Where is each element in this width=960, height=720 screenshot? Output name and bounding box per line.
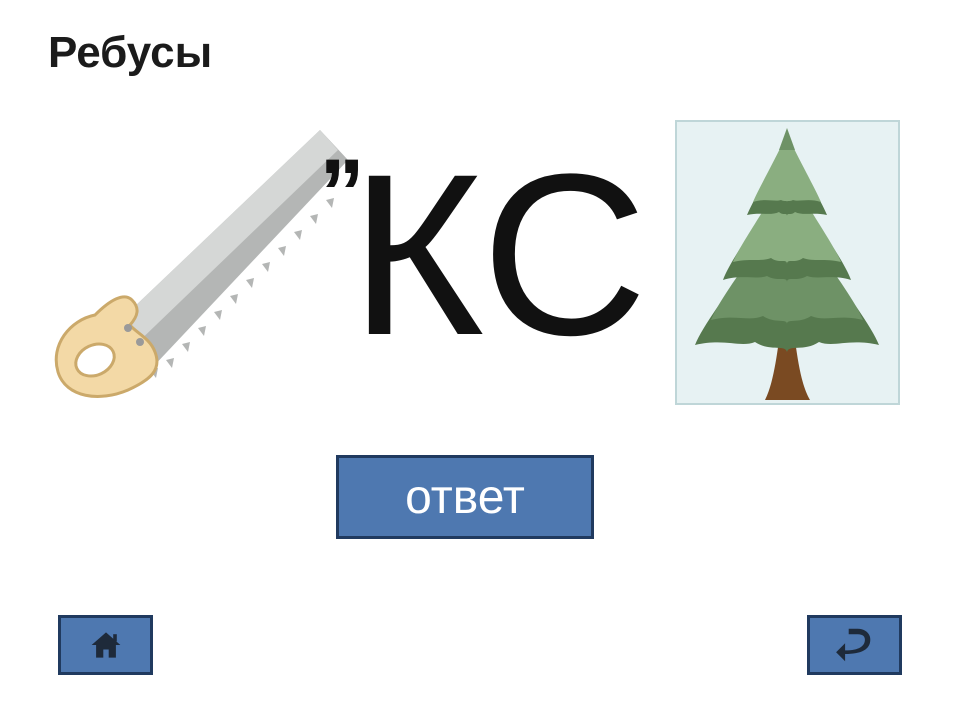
rebus-letters: КС: [350, 140, 648, 370]
home-icon: [88, 627, 124, 663]
rebus-area: ,, КС: [60, 110, 900, 430]
answer-button-label: ответ: [405, 470, 525, 525]
home-button[interactable]: [58, 615, 153, 675]
return-icon: [831, 627, 879, 663]
tree-image: [675, 120, 900, 405]
saw-image: [40, 120, 360, 400]
saw-icon: [40, 120, 360, 400]
answer-button[interactable]: ответ: [336, 455, 594, 539]
back-button[interactable]: [807, 615, 902, 675]
page-title: Ребусы: [48, 28, 212, 78]
tree-icon: [675, 120, 900, 405]
